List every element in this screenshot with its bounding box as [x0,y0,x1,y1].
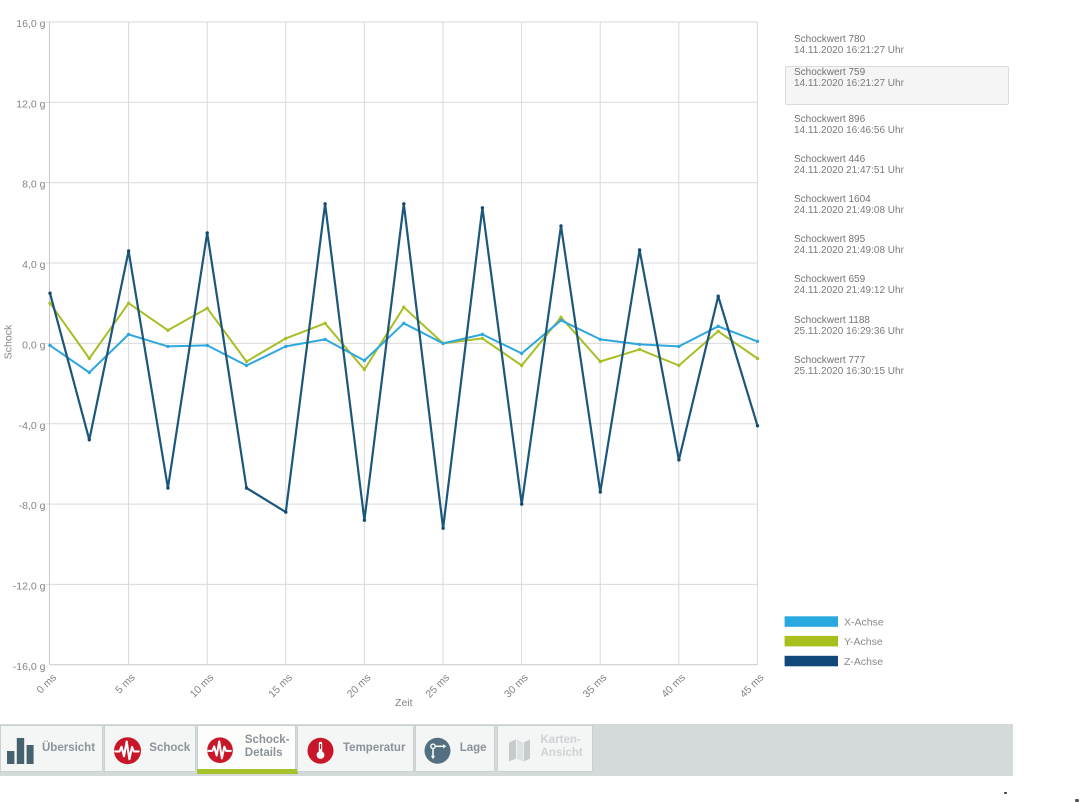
svg-text:8,0 g: 8,0 g [22,179,46,191]
svg-text:X-Achse: X-Achse [844,616,884,628]
svg-text:4,0 g: 4,0 g [22,259,46,271]
svg-text:15 ms: 15 ms [266,672,295,701]
svg-text:5 ms: 5 ms [113,672,138,697]
svg-text:Zeit: Zeit [395,697,413,709]
svg-text:Z-Achse: Z-Achse [844,656,883,668]
svg-text:-8,0 g: -8,0 g [19,500,46,512]
svg-text:45 ms: 45 ms [738,672,767,701]
svg-text:0 ms: 0 ms [35,672,60,697]
svg-text:12,0 g: 12,0 g [16,98,45,110]
svg-text:40 ms: 40 ms [659,672,688,701]
svg-text:Y-Achse: Y-Achse [844,636,883,648]
svg-text:10 ms: 10 ms [188,672,217,701]
svg-text:20 ms: 20 ms [345,672,374,701]
svg-text:16,0 g: 16,0 g [16,18,45,30]
svg-text:35 ms: 35 ms [581,672,610,701]
svg-text:-12,0 g: -12,0 g [13,580,46,592]
svg-text:-4,0 g: -4,0 g [19,420,46,432]
svg-text:30 ms: 30 ms [502,672,531,701]
svg-text:Schock: Schock [3,324,15,359]
svg-text:25 ms: 25 ms [423,672,452,701]
svg-text:-16,0 g: -16,0 g [13,661,46,673]
svg-text:0,0 g: 0,0 g [22,339,46,351]
